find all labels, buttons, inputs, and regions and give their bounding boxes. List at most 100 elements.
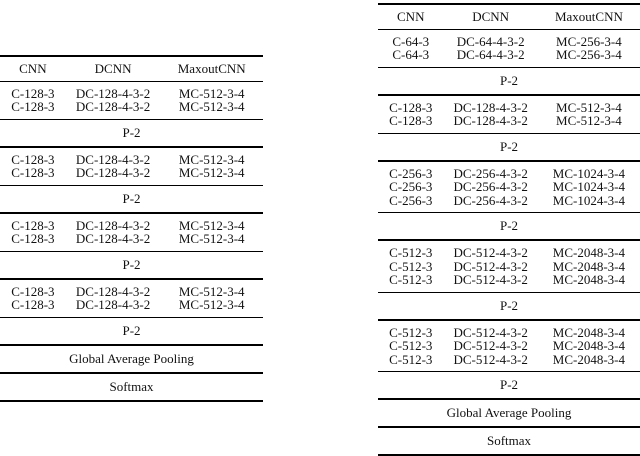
layer-spec-cell: C-64-3 (392, 48, 430, 62)
section-label: P-2 (122, 190, 141, 206)
pooling-row: P-2 (378, 134, 640, 162)
layer-spec-cell: C-512-3 (389, 259, 433, 273)
pooling-row: P-2 (0, 186, 263, 214)
cnn-architecture-table-small: CNN DCNN MaxoutCNN C-128-3 DC-128-4-3-2 MC-51… (0, 55, 263, 402)
layer-spec-cell: C-128-3 (11, 232, 55, 246)
layer-spec-cell: C-128-3 (11, 152, 55, 166)
table-row: C-512-3 DC-512-4-3-2 MC-2048-3-4 (378, 273, 640, 287)
layer-spec-cell: MC-1024-3-4 (552, 180, 625, 194)
layer-spec-cell: DC-256-4-3-2 (453, 166, 528, 180)
layer-spec-cell: DC-512-4-3-2 (453, 259, 528, 273)
layer-spec-cell: C-128-3 (11, 166, 55, 180)
layer-spec-cell: MC-512-3-4 (178, 166, 245, 180)
layer-spec-cell: DC-128-4-3-2 (75, 152, 151, 166)
section-label: P-2 (499, 297, 519, 313)
layer-spec-cell: MC-512-3-4 (178, 100, 245, 114)
table-row: C-128-3 DC-128-4-3-2 MC-512-3-4 (0, 285, 263, 299)
layer-spec-cell: MC-512-3-4 (178, 284, 245, 298)
table-row: C-256-3 DC-256-4-3-2 MC-1024-3-4 (378, 180, 640, 194)
table-header-row: CNN DCNN MaxoutCNN (0, 57, 263, 82)
layer-spec-cell: C-256-3 (389, 180, 433, 194)
pooling-row: P-2 (378, 68, 640, 96)
layer-spec-cell: DC-128-4-3-2 (75, 100, 151, 114)
pooling-row: P-2 (378, 372, 640, 400)
column-header-maxoutcnn: MaxoutCNN (554, 10, 623, 24)
layer-spec-cell: MC-2048-3-4 (552, 339, 625, 353)
layer-spec-cell: C-512-3 (389, 273, 433, 287)
table-row: C-128-3 DC-128-4-3-2 MC-512-3-4 (378, 101, 640, 115)
layer-spec-cell: C-128-3 (11, 284, 55, 298)
layer-spec-cell: MC-512-3-4 (556, 100, 622, 114)
layer-spec-cell: MC-256-3-4 (556, 48, 622, 62)
layer-spec-cell: DC-512-4-3-2 (453, 273, 528, 287)
table-row: C-128-3 DC-128-4-3-2 MC-512-3-4 (378, 114, 640, 128)
layer-spec-cell: C-128-3 (11, 218, 55, 232)
table-row: C-128-3 DC-128-4-3-2 MC-512-3-4 (0, 153, 263, 167)
table-row: C-512-3 DC-512-4-3-2 MC-2048-3-4 (378, 260, 640, 274)
table-header-row: CNN DCNN MaxoutCNN (378, 5, 640, 30)
page: { "colors": { "background": "#ffffff", "… (0, 3, 640, 456)
conv-layer-block: C-256-3 DC-256-4-3-2 MC-1024-3-4 C-256-3 DC-… (378, 162, 640, 213)
column-header-dcnn: DCNN (94, 62, 132, 76)
column-header-cnn: CNN (19, 62, 47, 76)
layer-spec-cell: DC-512-4-3-2 (453, 246, 528, 260)
layer-spec-cell: MC-2048-3-4 (552, 325, 625, 339)
softmax-row: Softmax (378, 428, 640, 454)
table-row: C-128-3 DC-128-4-3-2 MC-512-3-4 (0, 232, 263, 246)
layer-spec-cell: DC-128-4-3-2 (75, 218, 151, 232)
layer-spec-cell: C-128-3 (389, 100, 433, 114)
table-row: C-128-3 DC-128-4-3-2 MC-512-3-4 (0, 87, 263, 101)
section-label: P-2 (499, 138, 519, 154)
layer-spec-cell: DC-128-4-3-2 (75, 284, 151, 298)
table-row: C-128-3 DC-128-4-3-2 MC-512-3-4 (0, 166, 263, 180)
pooling-row: P-2 (378, 213, 640, 241)
section-label: P-2 (122, 256, 141, 272)
layer-spec-cell: MC-512-3-4 (556, 114, 622, 128)
section-label: P-2 (499, 218, 519, 233)
layer-spec-cell: MC-512-3-4 (178, 152, 245, 166)
layer-spec-cell: DC-512-4-3-2 (453, 325, 528, 339)
column-header-maxoutcnn: MaxoutCNN (177, 62, 246, 76)
layer-spec-cell: DC-512-4-3-2 (453, 339, 528, 353)
column-header-cnn: CNN (397, 10, 425, 24)
conv-layer-block: C-512-3 DC-512-4-3-2 MC-2048-3-4 C-512-3 DC-… (378, 241, 640, 293)
layer-spec-cell: MC-1024-3-4 (552, 166, 625, 180)
layer-spec-cell: C-128-3 (11, 86, 55, 100)
layer-spec-cell: C-256-3 (389, 193, 433, 207)
layer-spec-cell: C-512-3 (389, 352, 433, 366)
layer-spec-cell: C-64-3 (392, 34, 430, 48)
layer-spec-cell: DC-128-4-3-2 (453, 114, 528, 128)
pooling-row: P-2 (0, 120, 263, 148)
layer-spec-cell: DC-128-4-3-2 (75, 232, 151, 246)
layer-spec-cell: DC-128-4-3-2 (453, 100, 528, 114)
pooling-row: P-2 (0, 318, 263, 346)
section-label: Global Average Pooling (69, 350, 194, 366)
section-label: P-2 (499, 377, 519, 392)
table-row: C-512-3 DC-512-4-3-2 MC-2048-3-4 (378, 246, 640, 260)
conv-layer-block: C-128-3 DC-128-4-3-2 MC-512-3-4 C-128-3 DC-1… (0, 82, 263, 120)
layer-spec-cell: MC-512-3-4 (178, 218, 245, 232)
layer-spec-cell: MC-512-3-4 (178, 298, 245, 312)
layer-spec-cell: DC-128-4-3-2 (75, 298, 151, 312)
conv-layer-block: C-64-3 DC-64-4-3-2 MC-256-3-4 C-64-3 DC-64-4… (378, 30, 640, 68)
section-label: Global Average Pooling (446, 405, 572, 420)
conv-layer-block: C-512-3 DC-512-4-3-2 MC-2048-3-4 C-512-3 DC-… (378, 321, 640, 372)
layer-spec-cell: C-512-3 (389, 325, 433, 339)
layer-spec-cell: C-512-3 (389, 339, 433, 353)
layer-spec-cell: MC-512-3-4 (178, 86, 245, 100)
section-label: Softmax (486, 433, 532, 448)
layer-spec-cell: MC-2048-3-4 (552, 259, 625, 273)
column-header-dcnn: DCNN (472, 10, 510, 24)
global-average-pooling-row: Global Average Pooling (0, 346, 263, 374)
table-row: C-64-3 DC-64-4-3-2 MC-256-3-4 (378, 48, 640, 62)
cnn-architecture-table-large: CNN DCNN MaxoutCNN C-64-3 DC-64-4-3-2 MC-256-… (378, 3, 640, 456)
table-row: C-512-3 DC-512-4-3-2 MC-2048-3-4 (378, 339, 640, 353)
table-row: C-128-3 DC-128-4-3-2 MC-512-3-4 (0, 219, 263, 233)
table-row: C-256-3 DC-256-4-3-2 MC-1024-3-4 (378, 194, 640, 208)
layer-spec-cell: C-256-3 (389, 166, 433, 180)
layer-spec-cell: DC-256-4-3-2 (453, 193, 528, 207)
layer-spec-cell: DC-256-4-3-2 (453, 180, 528, 194)
layer-spec-cell: MC-2048-3-4 (552, 273, 625, 287)
layer-spec-cell: MC-512-3-4 (178, 232, 245, 246)
pooling-row: P-2 (0, 252, 263, 280)
